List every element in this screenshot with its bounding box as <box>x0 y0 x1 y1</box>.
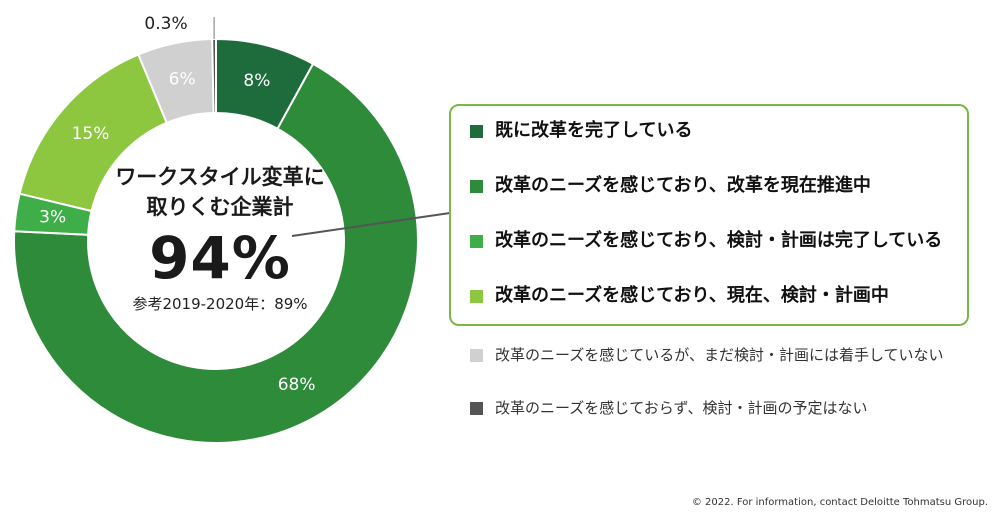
center-title: ワークスタイル変革に 取りくむ企業計 <box>95 162 345 222</box>
slice-label-6: 0.3% <box>144 14 187 34</box>
legend-label: 改革のニーズを感じており、検討・計画は完了している <box>495 230 943 251</box>
footer-copyright: © 2022. For information, contact Deloitt… <box>691 497 988 508</box>
center-reference: 参考2019-2020年：89% <box>132 295 308 313</box>
legend-connector-line <box>291 212 451 237</box>
slice-label-2: 68% <box>278 375 316 395</box>
donut-slice-2 <box>13 62 419 444</box>
legend-swatch <box>470 124 483 138</box>
legend-item-1: 既に改革を完了している <box>470 120 692 142</box>
slice-label-4: 15% <box>72 124 110 144</box>
center-value: 94% <box>149 224 291 292</box>
legend-highlight-box <box>449 104 969 326</box>
legend-label: 改革のニーズを感じているが、まだ検討・計画には着手していない <box>495 346 944 364</box>
center-title-line2: 取りくむ企業計 <box>146 195 294 219</box>
legend-item-6: 改革のニーズを感じておらず、検討・計画の予定はない <box>470 397 867 419</box>
legend-swatch <box>470 401 483 415</box>
legend-item-3: 改革のニーズを感じており、検討・計画は完了している <box>470 230 942 252</box>
legend-swatch <box>470 348 483 362</box>
legend-item-2: 改革のニーズを感じており、改革を現在推進中 <box>470 175 871 197</box>
slice-label-5: 6% <box>169 70 196 90</box>
legend-label: 既に改革を完了している <box>495 120 693 141</box>
donut-slice-6 <box>211 37 217 115</box>
slice-label-1: 8% <box>243 71 270 91</box>
legend-swatch <box>470 179 483 193</box>
legend-label: 改革のニーズを感じており、現在、検討・計画中 <box>495 285 889 306</box>
legend-swatch <box>470 289 483 303</box>
legend-item-4: 改革のニーズを感じており、現在、検討・計画中 <box>470 285 889 307</box>
legend-label: 改革のニーズを感じておらず、検討・計画の予定はない <box>495 399 868 417</box>
legend-swatch <box>470 234 483 248</box>
legend-item-5: 改革のニーズを感じているが、まだ検討・計画には着手していない <box>470 344 944 366</box>
center-title-line1: ワークスタイル変革に <box>115 165 325 189</box>
slice-label-3: 3% <box>39 208 66 228</box>
legend-label: 改革のニーズを感じており、改革を現在推進中 <box>495 175 871 196</box>
